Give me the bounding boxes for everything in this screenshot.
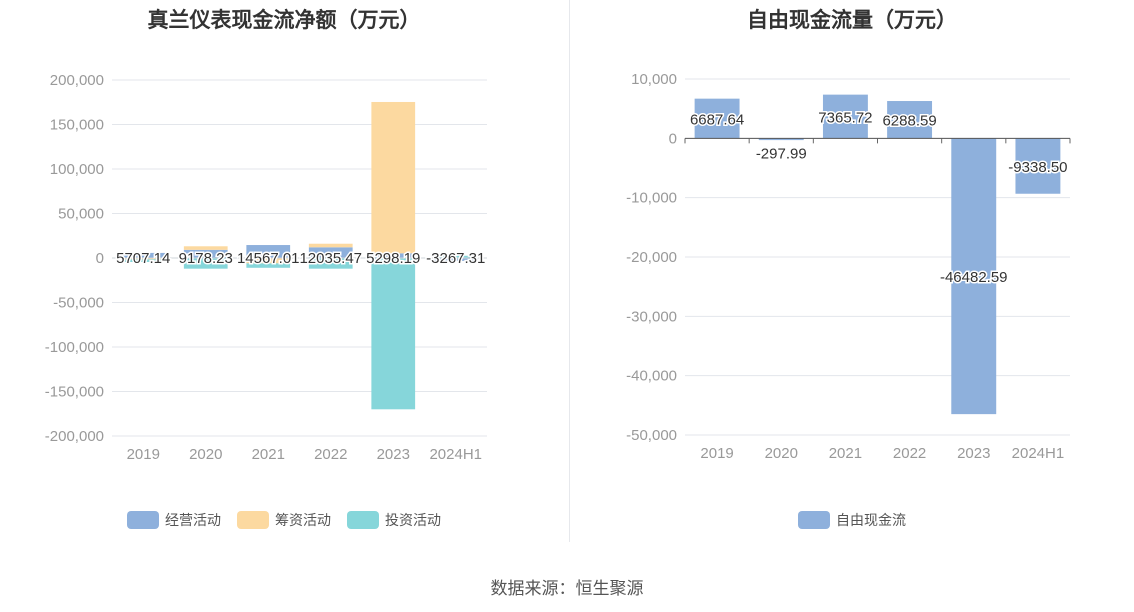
bar-2020-s2 — [183, 258, 228, 269]
bar-2020-s1 — [183, 246, 228, 250]
free-cashflow-chart: 自由现金流量（万元） 10,000 0 -10,000 -20,000 -30,000 -… — [570, 0, 1134, 560]
bar-2021-s0 — [822, 94, 868, 139]
panel-divider — [569, 0, 570, 542]
bar-2023-s0 — [951, 138, 997, 415]
legend-swatch — [237, 511, 269, 529]
bar-2019-s0 — [121, 252, 166, 258]
bar-2022-s0 — [308, 247, 353, 258]
data-label: 6288.59 — [882, 113, 936, 130]
y-tick-label: -40,000 — [626, 368, 677, 385]
chart-title-free-cashflow: 自由现金流量（万元） — [747, 9, 957, 32]
x-tick-label: 2024H1 — [429, 446, 482, 463]
bar-2020-s0 — [183, 249, 228, 258]
legend-label: 筹资活动 — [275, 512, 331, 528]
x-tick-label: 2021 — [252, 446, 285, 463]
cashflow-net-chart: 真兰仪表现金流净额（万元） 200,000 150,000 100,000 50,00… — [0, 0, 568, 560]
bar-2022-s0 — [887, 101, 933, 139]
bar-2024H1-s0 — [433, 258, 478, 261]
y-tick-label: 100,000 — [50, 161, 104, 178]
legend-swatch — [127, 511, 159, 529]
data-label: 12035.47 — [299, 250, 362, 267]
bar-2021-s0 — [246, 245, 291, 258]
bar-2023-s0 — [371, 253, 416, 258]
data-label: -297.99 — [756, 145, 807, 162]
bar-2019-s2 — [121, 259, 166, 263]
x-tick-label: 2023 — [957, 445, 990, 462]
y-tick-label: 0 — [669, 130, 677, 147]
y-tick-label: -20,000 — [626, 249, 677, 266]
data-source-note: 数据来源：恒生聚源 — [490, 579, 644, 598]
x-tick-label: 2020 — [765, 445, 798, 462]
bar-2023-s1 — [371, 101, 416, 254]
legend-cashflow-net: 经营活动 筹资活动 投资活动 — [0, 510, 568, 530]
legend-label: 经营活动 — [165, 512, 221, 528]
legend-item[interactable]: 自由现金流 — [798, 510, 906, 530]
bar-2019-s0 — [694, 98, 740, 139]
y-tick-label: -50,000 — [53, 295, 104, 312]
x-tick-label: 2023 — [377, 446, 410, 463]
x-tick-label: 2024H1 — [1012, 445, 1065, 462]
x-tick-label: 2019 — [700, 445, 733, 462]
data-label: 5707.14 — [116, 250, 170, 267]
data-label: 5298.19 — [366, 250, 420, 267]
bar-2022-s1 — [308, 243, 353, 248]
bar-2021-s1 — [246, 258, 291, 264]
data-label: 14567.01 — [237, 250, 300, 267]
bar-2023-s2 — [371, 258, 416, 410]
chart-title-cashflow-net: 真兰仪表现金流净额（万元） — [147, 9, 421, 32]
legend-swatch — [347, 511, 379, 529]
y-tick-label: -10,000 — [626, 190, 677, 207]
x-tick-label: 2021 — [829, 445, 862, 462]
bar-2020-s0 — [758, 138, 804, 141]
data-label: 9178.23 — [179, 250, 233, 267]
bar-2021-s2 — [246, 263, 291, 268]
y-tick-label: -200,000 — [45, 428, 104, 445]
cashflow-net-plot: 200,000 150,000 100,000 50,000 0 -50,000 -100,… — [45, 72, 487, 463]
x-tick-label: 2022 — [314, 446, 347, 463]
y-tick-label: -100,000 — [45, 339, 104, 356]
y-tick-label: -30,000 — [626, 308, 677, 325]
y-tick-label: -50,000 — [626, 427, 677, 444]
legend-item[interactable]: 投资活动 — [347, 510, 441, 530]
bar-2024H1-s2 — [433, 255, 478, 258]
bar-2019-s1 — [121, 258, 166, 260]
y-tick-label: 0 — [96, 250, 104, 267]
x-tick-label: 2019 — [127, 446, 160, 463]
bar-2024H1-s0 — [1015, 138, 1061, 194]
y-tick-label: -150,000 — [45, 384, 104, 401]
legend-item[interactable]: 经营活动 — [127, 510, 221, 530]
y-tick-label: 10,000 — [631, 71, 677, 88]
free-cashflow-plot: 10,000 0 -10,000 -20,000 -30,000 -40,000 -50,0… — [626, 71, 1071, 462]
y-tick-label: 50,000 — [58, 206, 104, 223]
legend-label: 投资活动 — [385, 512, 441, 528]
data-label: 7365.72 — [818, 109, 872, 126]
data-label: -9338.50 — [1008, 159, 1067, 176]
y-tick-label: 150,000 — [50, 117, 104, 134]
data-label: -3267.31 — [426, 250, 485, 267]
legend-label: 自由现金流 — [836, 512, 906, 528]
data-label: -46482.59 — [940, 269, 1008, 286]
legend-item[interactable]: 筹资活动 — [237, 510, 331, 530]
legend-swatch — [798, 511, 830, 529]
bar-2022-s2 — [308, 258, 353, 269]
data-label: 6687.64 — [690, 111, 744, 128]
y-tick-label: 200,000 — [50, 72, 104, 89]
x-tick-label: 2022 — [893, 445, 926, 462]
x-tick-label: 2020 — [189, 446, 222, 463]
legend-free-cashflow: 自由现金流 — [570, 510, 1134, 530]
